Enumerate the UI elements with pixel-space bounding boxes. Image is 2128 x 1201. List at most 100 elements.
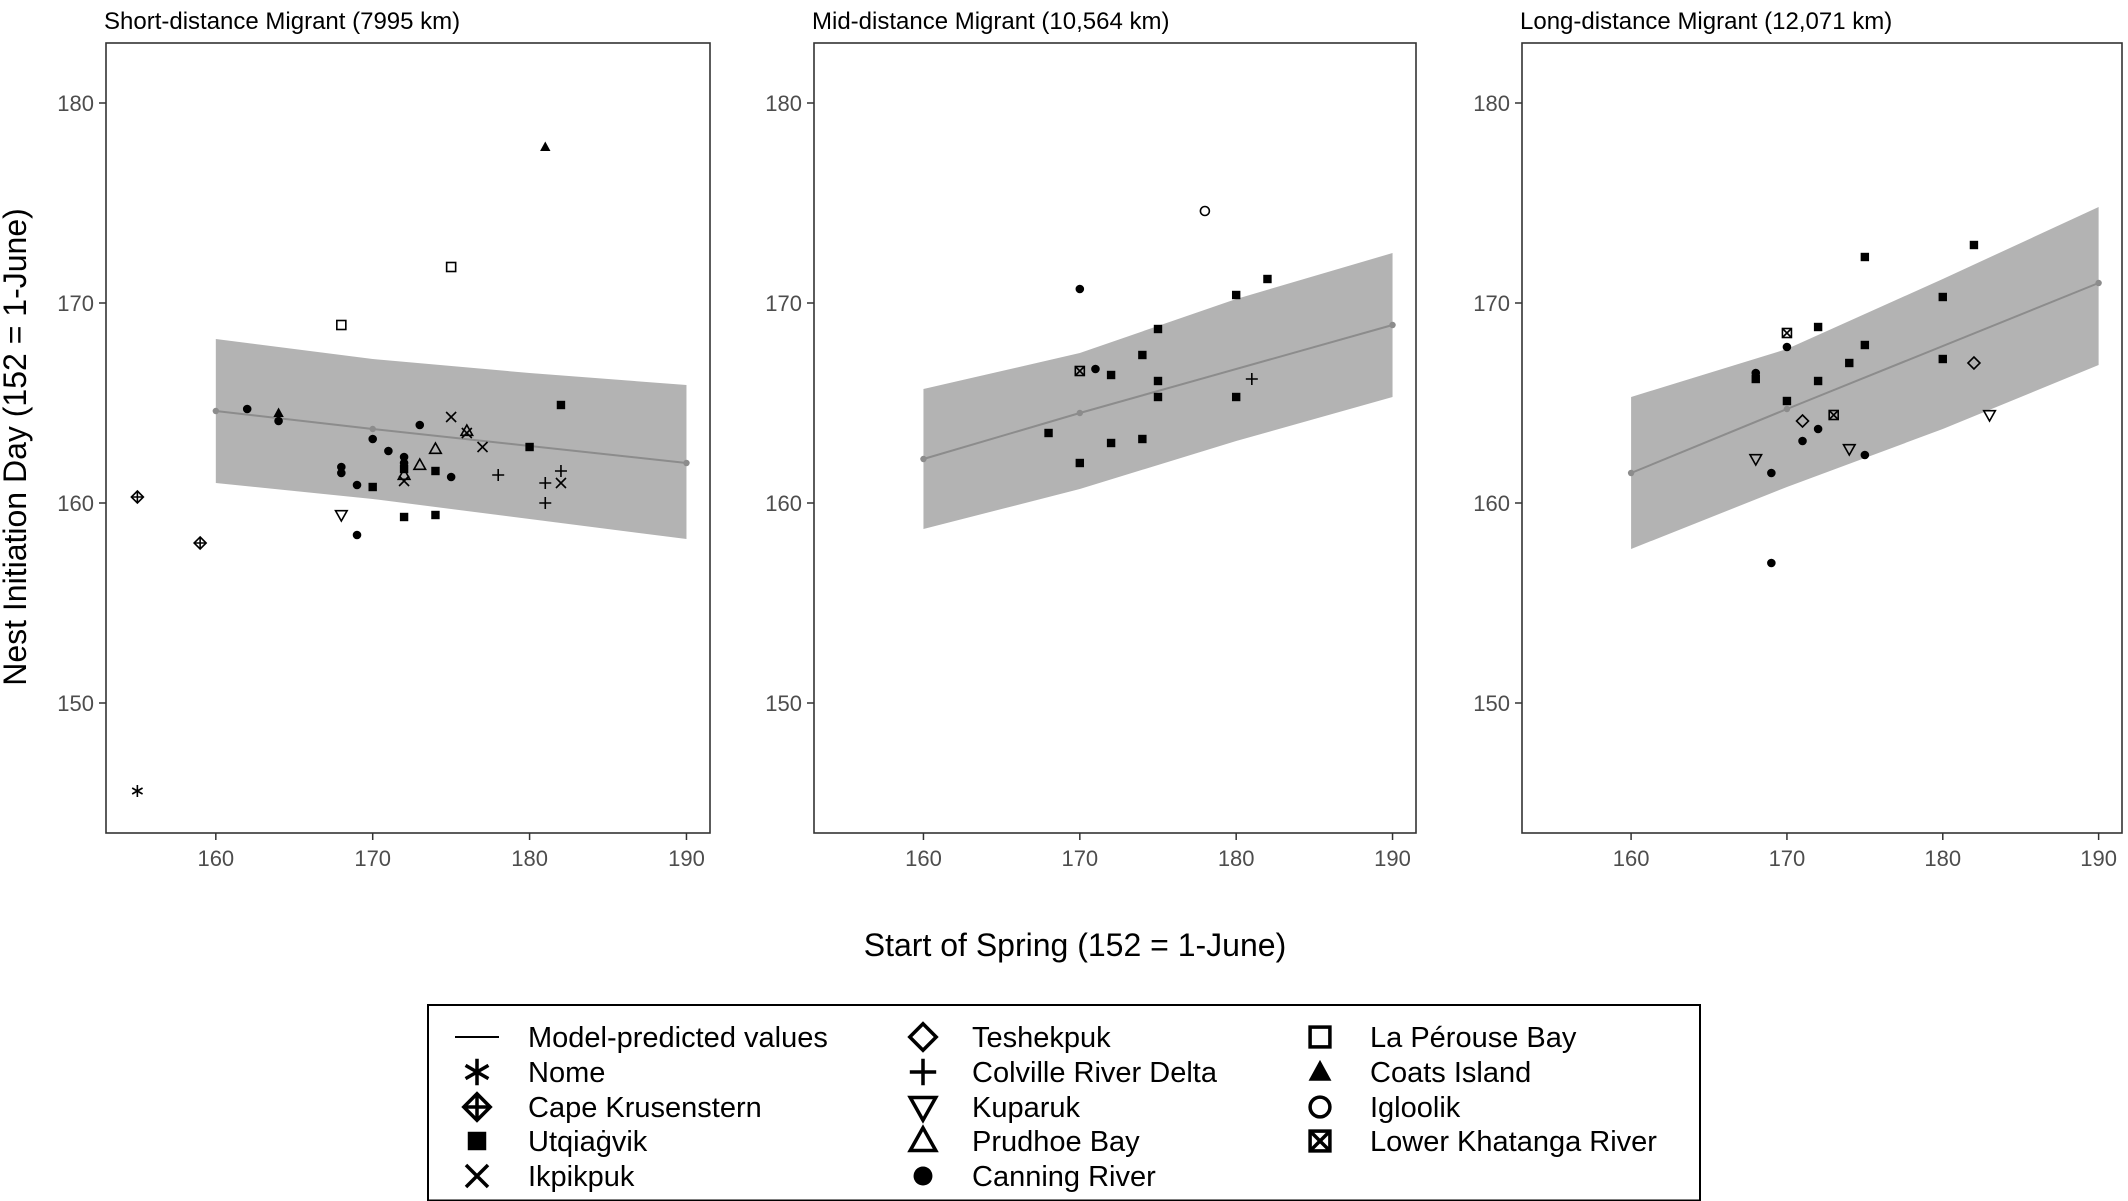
data-point-triangle-down-open bbox=[1982, 409, 1997, 423]
triangle-shape bbox=[1982, 409, 1997, 423]
data-point-triangle-up-open bbox=[396, 467, 412, 481]
legend-symbol-cross bbox=[464, 1163, 490, 1189]
triangle-shape bbox=[1748, 453, 1763, 467]
legend-symbol-circle-filled bbox=[913, 1166, 933, 1186]
cross-shape bbox=[464, 1163, 490, 1189]
model-point bbox=[369, 425, 376, 433]
data-point-triangle-up-open bbox=[428, 441, 443, 455]
data-point-circle-filled bbox=[337, 462, 346, 472]
square-shape bbox=[399, 512, 409, 522]
triangle-shape bbox=[273, 407, 284, 417]
square-shape bbox=[1308, 1025, 1332, 1049]
x-axis-label: Start of Spring (152 = 1-June) bbox=[864, 927, 1286, 963]
data-point-circle-filled bbox=[1860, 450, 1870, 460]
plus-shape bbox=[492, 469, 505, 481]
data-point-square-filled bbox=[1138, 434, 1147, 444]
cross-shape bbox=[476, 441, 489, 453]
data-point-square-filled bbox=[1969, 240, 1979, 250]
y-tick-label: 170 bbox=[1473, 291, 1510, 316]
y-tick-label: 160 bbox=[57, 491, 94, 516]
diamond-shape bbox=[907, 1021, 939, 1053]
square-shape bbox=[1044, 428, 1053, 438]
square-shape bbox=[1153, 376, 1163, 386]
data-point-circle-filled bbox=[368, 434, 378, 444]
square-shape bbox=[1138, 434, 1147, 444]
data-point-circle-filled bbox=[1813, 424, 1823, 434]
square-shape bbox=[1782, 396, 1792, 406]
square-shape bbox=[1969, 240, 1979, 250]
panels: Short-distance Migrant (7995 km) 160 170 18… bbox=[57, 8, 2123, 871]
data-point-diamond-plus bbox=[192, 535, 208, 551]
legend-symbol-asterisk bbox=[464, 1058, 490, 1086]
data-point-square-filled bbox=[1938, 354, 1947, 364]
circle-shape bbox=[352, 480, 362, 490]
confidence-band bbox=[215, 339, 687, 539]
square-shape bbox=[1828, 409, 1839, 421]
square-shape bbox=[1845, 358, 1854, 368]
data-point-plus bbox=[539, 477, 552, 489]
triangle-shape bbox=[334, 509, 349, 523]
data-point-square-filled bbox=[1751, 374, 1760, 384]
data-point-plus bbox=[492, 469, 505, 481]
x-shape bbox=[1074, 365, 1085, 377]
triangle-shape bbox=[412, 457, 427, 471]
data-point-square-filled bbox=[1138, 350, 1147, 360]
data-point-plus bbox=[554, 465, 567, 477]
square-shape bbox=[1074, 365, 1086, 377]
x-tick-label: 190 bbox=[1374, 846, 1411, 871]
circle-shape bbox=[368, 434, 378, 444]
square-shape bbox=[1106, 438, 1116, 448]
legend-symbol-triangle-down-open bbox=[907, 1095, 939, 1124]
legend-label: Igloolik bbox=[1370, 1092, 1461, 1124]
circle-shape bbox=[1199, 205, 1211, 217]
plus-shape bbox=[539, 477, 552, 489]
legend-item-teshekpuk: Teshekpuk bbox=[907, 1021, 1111, 1054]
data-point-square-filled bbox=[431, 510, 440, 520]
data-point-square-filled bbox=[1044, 428, 1053, 438]
square-shape bbox=[1751, 374, 1760, 384]
square-shape bbox=[1153, 324, 1163, 334]
data-point-square-filled bbox=[1106, 370, 1116, 380]
legend-item-prudhoe-bay: Prudhoe Bay bbox=[907, 1124, 1140, 1158]
legend-label: Ikpikpuk bbox=[528, 1161, 635, 1193]
square-shape bbox=[431, 466, 440, 476]
square-shape bbox=[1860, 340, 1870, 350]
data-point-cross bbox=[555, 477, 567, 489]
triangle-shape bbox=[907, 1095, 939, 1124]
cross-shape bbox=[461, 427, 473, 439]
panel-title: Long-distance Migrant (12,071 km) bbox=[1520, 8, 1892, 35]
panel-title: Short-distance Migrant (7995 km) bbox=[104, 8, 460, 35]
plus-shape bbox=[554, 465, 567, 477]
data-point-square-filled bbox=[1845, 358, 1854, 368]
legend-label: La Pérouse Bay bbox=[1370, 1022, 1577, 1054]
y-tick-label: 180 bbox=[765, 91, 802, 116]
asterisk-shape bbox=[131, 785, 143, 797]
data-point-circle-filled bbox=[415, 420, 425, 430]
x-shape bbox=[1308, 1129, 1332, 1153]
legend-symbol-square-open bbox=[1308, 1025, 1332, 1049]
circle-shape bbox=[242, 404, 252, 414]
circle-shape bbox=[1075, 284, 1085, 294]
y-tick-label: 150 bbox=[765, 691, 802, 716]
plus-shape bbox=[539, 497, 552, 509]
legend-label: Lower Khatanga River bbox=[1370, 1126, 1657, 1158]
circle-shape bbox=[1798, 436, 1807, 446]
square-shape bbox=[1860, 252, 1870, 262]
data-point-cross bbox=[398, 475, 410, 487]
model-point bbox=[2095, 279, 2102, 287]
legend-box bbox=[427, 1004, 1701, 1201]
legend-item-lower-khatanga-river: Lower Khatanga River bbox=[1308, 1126, 1657, 1158]
square-shape bbox=[1938, 354, 1947, 364]
data-point-square-filled bbox=[1231, 290, 1241, 300]
y-tick-label: 170 bbox=[765, 291, 802, 316]
data-point-circle-filled bbox=[352, 480, 362, 490]
triangle-shape bbox=[1308, 1059, 1332, 1081]
legend-item-colville-river-delta: Colville River Delta bbox=[909, 1057, 1218, 1089]
legend-symbol-triangle-up-open bbox=[907, 1124, 939, 1153]
x-tick-label: 190 bbox=[668, 846, 705, 871]
legend-item-igloolik: Igloolik bbox=[1308, 1092, 1461, 1124]
square-shape bbox=[556, 400, 566, 410]
legend-label: Coats Island bbox=[1370, 1057, 1531, 1089]
data-point-circle-filled bbox=[384, 446, 393, 456]
plus-shape bbox=[909, 1058, 937, 1086]
